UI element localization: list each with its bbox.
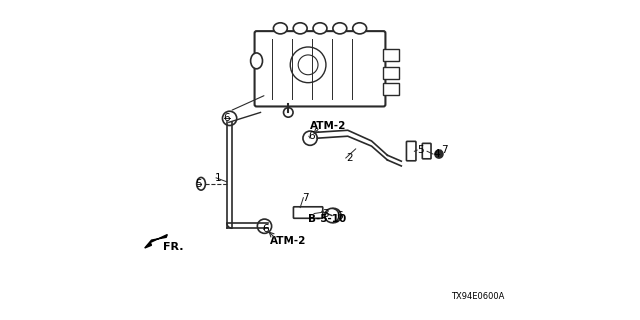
FancyBboxPatch shape — [383, 49, 399, 61]
Ellipse shape — [251, 53, 262, 69]
Circle shape — [291, 47, 326, 83]
Circle shape — [324, 208, 339, 223]
Text: 3: 3 — [322, 209, 328, 219]
Circle shape — [284, 108, 293, 117]
Circle shape — [435, 150, 443, 158]
Text: 2: 2 — [346, 153, 353, 163]
FancyBboxPatch shape — [422, 143, 431, 159]
Circle shape — [298, 55, 318, 75]
Text: ATM-2: ATM-2 — [271, 236, 307, 246]
Circle shape — [223, 111, 237, 125]
Ellipse shape — [353, 23, 367, 34]
Text: 5: 5 — [195, 179, 202, 189]
Ellipse shape — [273, 23, 287, 34]
FancyBboxPatch shape — [383, 67, 399, 79]
Text: 7: 7 — [441, 145, 447, 155]
Circle shape — [257, 219, 271, 233]
Ellipse shape — [313, 23, 327, 34]
Circle shape — [327, 208, 341, 223]
Text: 5: 5 — [417, 145, 424, 155]
Text: 7: 7 — [302, 193, 308, 203]
Ellipse shape — [196, 178, 205, 190]
Ellipse shape — [333, 23, 347, 34]
Text: ATM-2: ATM-2 — [310, 121, 346, 131]
FancyBboxPatch shape — [255, 31, 385, 107]
Circle shape — [303, 131, 317, 145]
Ellipse shape — [293, 23, 307, 34]
FancyBboxPatch shape — [383, 83, 399, 95]
Text: B-5-10: B-5-10 — [308, 214, 346, 224]
FancyBboxPatch shape — [406, 141, 416, 161]
Text: 6: 6 — [262, 224, 269, 234]
Text: 4: 4 — [433, 149, 440, 159]
Text: 6: 6 — [336, 211, 342, 220]
Text: TX94E0600A: TX94E0600A — [451, 292, 504, 301]
Text: FR.: FR. — [163, 242, 184, 252]
Text: 6: 6 — [223, 113, 230, 124]
Text: 6: 6 — [308, 131, 315, 141]
FancyBboxPatch shape — [293, 207, 323, 218]
Polygon shape — [145, 235, 167, 248]
Text: 1: 1 — [215, 173, 221, 183]
